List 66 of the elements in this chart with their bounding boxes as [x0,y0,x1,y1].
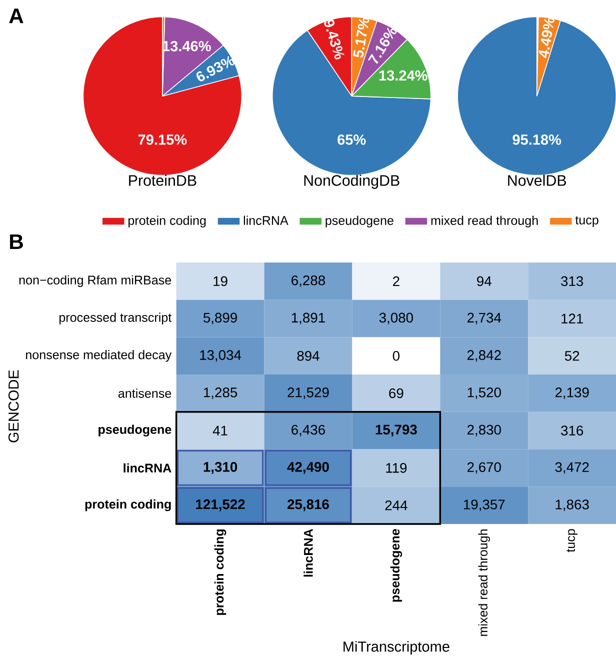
text: NovelDB [508,174,566,186]
data-label: 121,522 [196,499,245,512]
y-axis-title: GENCODE [8,370,19,442]
data-label: 95.18% [512,134,561,145]
data-label: 13.24% [379,70,428,81]
x-tick-label: tucp [566,529,578,552]
text: B [10,234,23,249]
x-tick-label: pseudogene [390,529,402,602]
data-label: 5,899 [203,312,237,324]
data-label: 3,472 [555,462,588,474]
data-label: 5.17% [352,18,369,58]
y-tick-label: pseudogene [98,424,171,436]
data-label: 894 [297,350,320,361]
data-label: 79.15% [138,134,186,145]
data-label: 121 [561,314,583,324]
data-label: 2,670 [467,462,501,474]
y-tick-label: lincRNA [123,463,172,473]
text: A [8,8,24,24]
data-label: 1,520 [468,388,501,399]
data-label: 4.49% [538,18,554,58]
data-label: 15,793 [376,424,417,436]
data-label: 3,080 [379,312,413,324]
data-label: 25,816 [287,499,329,512]
data-label: 13,034 [200,350,241,362]
x-tick-label: protein coding [214,529,226,615]
x-tick-label: mixed read through [478,529,490,636]
y-tick-label: nonsense mediated decay [26,350,172,362]
data-label: 2,139 [555,388,589,399]
text: NonCodingDB [304,174,400,189]
x-tick-label: lincRNA [303,528,313,577]
data-label: 0 [392,350,400,361]
data-label: 42,490 [287,462,329,474]
data-label: 119 [386,463,406,473]
y-tick-label: protein coding [85,499,171,512]
data-label: 69 [388,388,404,398]
data-label: 6,436 [291,424,325,436]
x-axis-title: MiTranscriptome [343,641,450,655]
data-label: 94 [476,276,492,286]
data-label: 2,842 [467,350,501,362]
data-label: 19,357 [464,500,504,512]
data-label: 52 [564,350,579,361]
data-label: 2 [392,276,400,286]
data-label: 41 [212,426,228,436]
legend-label: lincRNA [244,216,288,225]
data-label: 1,285 [204,388,237,399]
data-label: 19 [213,276,228,286]
y-tick-label: antisense [118,388,171,398]
data-label: 9.43% [324,19,344,60]
data-label: 65% [337,134,366,145]
y-tick-label: processed transcript [59,312,172,324]
data-label: 313 [560,276,583,286]
data-label: 244 [385,500,408,510]
legend-label: tucp [575,216,598,227]
data-label: 6,288 [291,275,325,287]
data-label: 1,891 [292,312,325,324]
text: ProteinDB [128,174,196,186]
legend-label: protein coding [128,216,206,228]
data-label: 1,310 [204,462,237,474]
data-label: 2,830 [467,424,501,436]
data-label: 1,863 [556,500,589,512]
legend-label: pseudogene [325,216,394,228]
legend-label: mixed read through [431,216,538,228]
data-label: 2,734 [467,312,501,324]
y-tick-label: non−coding Rfam miRBase [19,275,171,288]
data-label: 316 [560,426,583,436]
data-label: 21,529 [288,388,329,399]
